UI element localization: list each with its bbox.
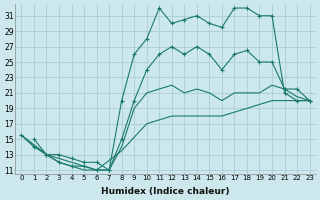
X-axis label: Humidex (Indice chaleur): Humidex (Indice chaleur) [101,187,230,196]
